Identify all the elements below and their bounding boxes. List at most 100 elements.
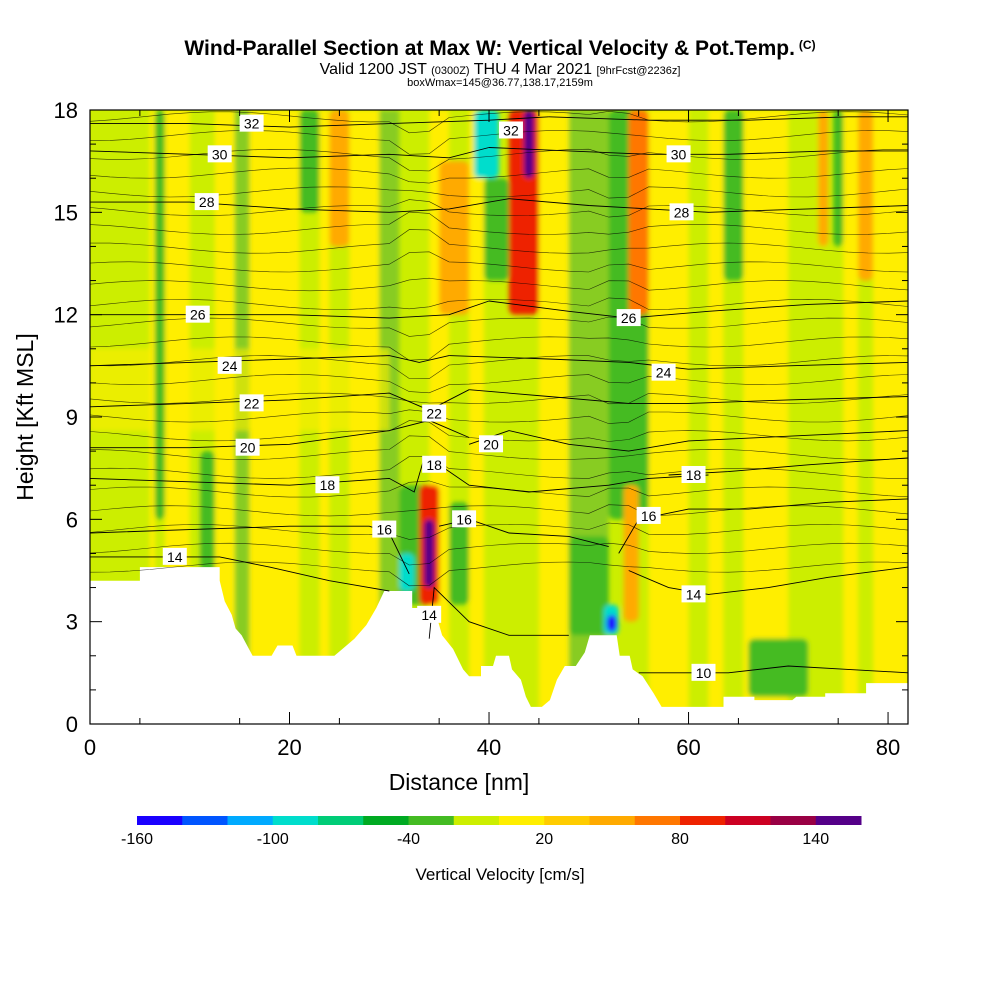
contour-label-box [616,309,641,327]
theta-contour-line [90,300,490,319]
colorbar-swatch [137,816,183,825]
colorbar-swatch [408,816,455,825]
field-band [743,110,789,724]
theta-contour-label: 30 [666,145,691,163]
w-region [439,161,470,315]
theta-contours: 10 14 14 14 16 16 16 18 18 18 20 20 22 22 24 24 26 26 28 28… [90,110,908,681]
colorbar-swatch [634,816,681,825]
theta-contour-line [90,355,450,367]
contour-label-box [417,605,442,623]
valid-utc: (0300Z) [431,65,470,77]
theta-contour-line [90,229,908,254]
y-tick-label: 0 [66,712,78,737]
theta-contour-line [90,316,908,337]
w-region [858,110,874,281]
contour-label-box [194,193,219,211]
contour-label-box [666,145,691,163]
contour-label-text: 14 [686,586,702,602]
field-band [688,110,709,724]
field-band [708,110,724,724]
theta-contour-label: 14 [417,605,442,623]
colorbar-swatch [272,816,319,825]
contour-label-text: 30 [671,146,687,162]
theta-contour-line [638,665,908,674]
contour-label-box [239,394,264,412]
colorbar-swatch [680,816,726,825]
contour-label-box [422,404,447,422]
theta-contour-label: 24 [217,356,242,374]
contour-label-box [452,510,477,528]
contour-label-text: 14 [421,607,437,623]
contour-label-text: 28 [674,204,690,220]
theta-contour-line [468,430,908,452]
contour-label-box [207,145,232,163]
valid-time-line: Valid 1200 JST (0300Z) THU 4 Mar 2021 [9… [0,61,1000,79]
colorbar-swatch [318,816,364,825]
theta-contour-line [90,147,490,159]
theta-contour-label: 18 [315,476,340,494]
colorbar: -160 -100 -40 20 80 140 Vertical Velocity [cm/… [121,816,862,884]
theta-contour-line [548,116,908,121]
theta-contour-label: 22 [422,404,447,422]
contour-label-box [235,438,260,456]
theta-contour-label: 14 [681,585,706,603]
w-region [628,110,649,315]
theta-contour-line [90,277,908,292]
y-tick-label: 9 [66,405,78,430]
y-tick-label: 3 [66,610,78,635]
theta-contour-line [90,435,908,460]
contour-label-box [669,203,694,221]
contour-label-text: 30 [212,146,228,162]
colorbar-label: Vertical Velocity [cm/s] [415,865,584,884]
theta-contour-line [90,392,908,405]
contour-label-text: 20 [483,436,499,452]
forecast-info: [9hrFcst@2236z] [596,65,681,77]
y-tick-label: 18 [54,98,78,123]
colorbar-swatch [499,816,545,825]
theta-contour-line [90,556,390,592]
x-tick-label: 40 [477,735,501,760]
contour-label-text: 16 [641,508,657,524]
contour-label-text: 14 [167,549,183,565]
w-region [833,110,844,247]
contour-label-box [162,547,187,565]
theta-contour-label: 10 [691,663,716,681]
contour-label-box [239,114,264,132]
contour-label-text: 16 [376,522,392,538]
field-band [648,110,689,724]
colorbar-swatch [815,816,862,825]
contour-label-box [691,663,716,681]
theta-contour-line [618,498,908,554]
field-band [538,110,569,724]
copyright-tag: (C) [798,38,816,52]
colorbar-swatch [453,816,500,825]
contour-label-text: 20 [240,440,256,456]
w-region [606,614,617,632]
contour-label-text: 16 [456,511,472,527]
theta-contour-line [90,116,549,128]
colorbar-swatch [770,816,817,825]
theta-contour-label: 16 [372,520,397,538]
colorbar-swatch [227,816,274,825]
theta-contour-line [90,480,908,498]
theta-contour-label: 32 [239,114,264,132]
w-region [818,110,829,247]
contour-label-text: 18 [686,467,702,483]
theta-contour-line [488,300,908,319]
contour-label-box [681,465,706,483]
theta-contour-line [90,419,470,449]
contour-label-text: 28 [199,194,215,210]
theta-contour-label: 32 [498,121,523,139]
w-region [623,485,639,622]
y-tick-label: 12 [54,303,78,328]
contour-label-box [636,506,661,524]
colorbar-swatch [182,816,228,825]
w-region [523,110,534,179]
theta-contour-line [90,504,908,517]
contour-label-box [422,455,447,473]
w-region [329,110,350,247]
contour-label-box [498,121,523,139]
field-band [379,110,400,724]
theta-contour-label: 18 [681,465,706,483]
valid-date: THU 4 Mar 2021 [473,61,593,78]
